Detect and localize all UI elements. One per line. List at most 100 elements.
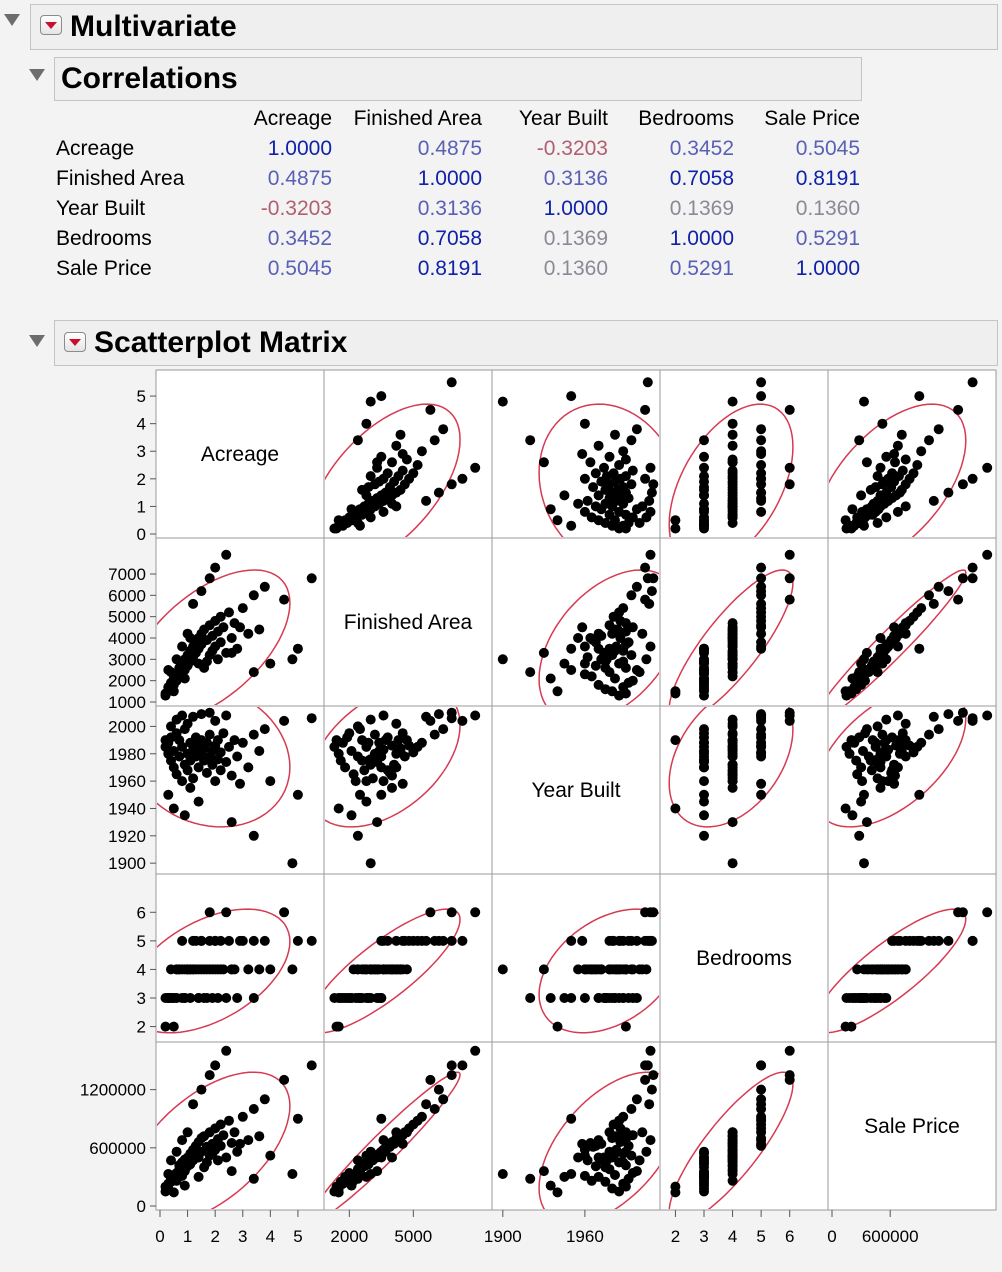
- data-point: [265, 1150, 276, 1161]
- correlations-disclosure-icon[interactable]: [29, 69, 45, 81]
- data-point: [631, 935, 642, 946]
- data-point: [727, 1127, 738, 1138]
- data-point: [566, 1169, 577, 1179]
- data-point: [446, 907, 457, 918]
- data-point: [279, 1074, 290, 1085]
- data-point: [856, 490, 867, 501]
- data-point: [254, 1131, 265, 1142]
- data-point: [433, 709, 444, 720]
- data-point: [727, 418, 738, 429]
- data-point: [756, 724, 767, 735]
- data-point: [177, 935, 188, 946]
- data-point: [218, 1130, 229, 1141]
- correlations-column-header: Acreage: [253, 107, 332, 130]
- data-point: [369, 729, 380, 740]
- correlation-value: -0.3203: [260, 197, 332, 220]
- data-point: [590, 468, 601, 479]
- density-ellipse: [668, 1071, 794, 1209]
- data-point: [900, 628, 911, 639]
- data-point: [844, 748, 855, 759]
- data-point: [614, 460, 625, 470]
- data-point: [355, 789, 365, 800]
- data-point: [378, 776, 389, 787]
- data-point: [861, 817, 872, 828]
- data-point: [497, 396, 508, 407]
- data-point: [943, 487, 954, 498]
- data-point: [699, 462, 709, 473]
- data-point: [699, 724, 709, 735]
- data-point: [670, 686, 681, 697]
- data-point: [226, 647, 237, 658]
- data-point: [840, 686, 851, 697]
- data-point: [896, 429, 907, 440]
- data-point: [585, 633, 596, 643]
- y-tick-label: 600000: [89, 1139, 146, 1158]
- data-point: [756, 622, 767, 633]
- data-point: [618, 446, 629, 457]
- density-ellipse: [325, 403, 461, 537]
- data-point: [177, 741, 188, 752]
- data-point: [361, 418, 372, 429]
- data-point: [378, 506, 389, 517]
- multivariate-red-triangle-menu[interactable]: [40, 15, 62, 35]
- data-point: [224, 607, 234, 618]
- data-point: [210, 776, 221, 787]
- data-point: [620, 471, 631, 482]
- data-point: [631, 581, 642, 592]
- data-point: [756, 495, 767, 506]
- data-point: [224, 1115, 234, 1126]
- y-tick-label: 1920: [108, 827, 146, 846]
- red-triangle-icon: [45, 22, 57, 29]
- data-point: [446, 377, 457, 388]
- data-point: [215, 765, 226, 776]
- data-point: [429, 435, 440, 446]
- data-point: [171, 1146, 182, 1157]
- data-point: [237, 1111, 248, 1122]
- data-point: [226, 964, 237, 975]
- data-point: [637, 628, 648, 639]
- data-point: [727, 1152, 738, 1163]
- data-point: [224, 741, 234, 752]
- data-point: [889, 449, 900, 459]
- density-ellipse: [325, 707, 461, 828]
- data-point: [847, 810, 858, 821]
- data-point: [378, 710, 389, 721]
- data-point: [756, 715, 767, 726]
- data-point: [877, 729, 888, 740]
- scatterplot-matrix-red-triangle-menu[interactable]: [64, 332, 86, 352]
- density-ellipse: [829, 707, 967, 828]
- data-point: [897, 465, 908, 476]
- data-point: [204, 1070, 215, 1081]
- data-point: [784, 1045, 795, 1056]
- scatterplot-matrix-disclosure-icon[interactable]: [29, 335, 45, 347]
- data-point: [784, 549, 795, 560]
- data-point: [579, 669, 590, 680]
- data-point: [237, 603, 248, 614]
- data-point: [900, 454, 911, 465]
- data-point: [727, 457, 738, 468]
- data-point: [634, 518, 645, 528]
- data-point: [279, 594, 290, 605]
- data-point: [235, 1138, 245, 1149]
- diagonal-variable-label: Sale Price: [864, 1115, 960, 1138]
- diagonal-variable-label: Bedrooms: [696, 947, 792, 970]
- data-point: [604, 993, 615, 1003]
- data-point: [387, 1152, 397, 1163]
- data-point: [566, 665, 577, 675]
- x-tick-label: 1960: [566, 1227, 604, 1246]
- data-point: [416, 1111, 427, 1122]
- data-point: [378, 935, 389, 946]
- data-point: [215, 1119, 226, 1130]
- multivariate-disclosure-icon[interactable]: [4, 14, 20, 26]
- y-tick-label: 4: [137, 415, 146, 434]
- data-point: [618, 656, 629, 667]
- x-tick-label: 2: [210, 1227, 219, 1246]
- data-point: [538, 964, 549, 975]
- data-point: [265, 776, 276, 787]
- data-point: [346, 504, 357, 515]
- data-point: [243, 628, 254, 639]
- data-point: [640, 404, 651, 415]
- data-point: [727, 667, 738, 678]
- data-point: [634, 667, 645, 678]
- correlation-value: 0.1360: [543, 257, 608, 280]
